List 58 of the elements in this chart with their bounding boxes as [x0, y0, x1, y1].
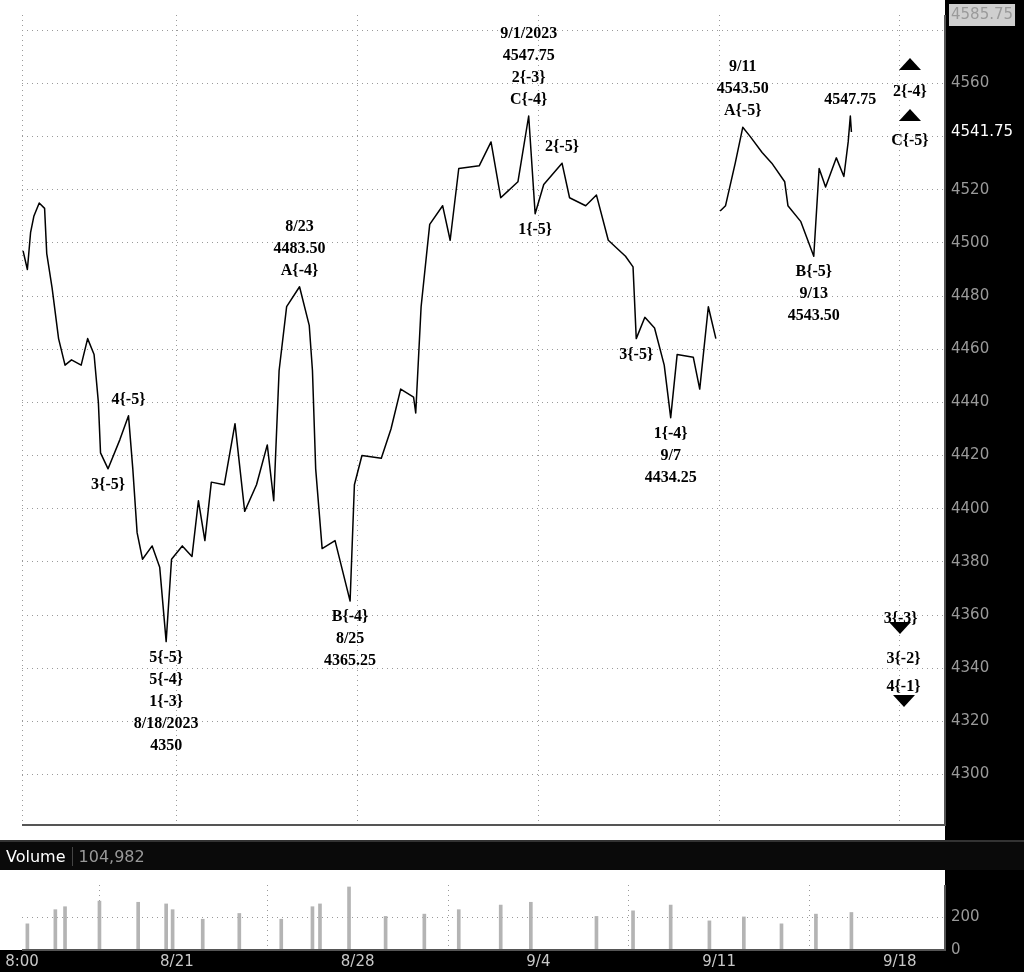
annotation: 4434.25: [644, 467, 697, 485]
annotation: A{-5}: [724, 101, 762, 119]
y-tick-label: 4300: [951, 764, 990, 783]
chart-subtitle: 104,982: [77, 846, 146, 866]
y-tick-label: 4400: [951, 498, 990, 517]
annotation: B{-5}: [795, 262, 833, 280]
y-tick-label: 0: [951, 939, 961, 958]
annotation: 4483.50: [273, 238, 326, 256]
y-tick-label: 4440: [951, 392, 990, 411]
x-tick-label: 8:00: [5, 951, 39, 970]
y-tick-label: 4340: [951, 658, 990, 677]
x-tick-label: 8/28: [340, 951, 375, 970]
y-tick-label: 200: [951, 906, 980, 925]
annotation: A{-4}: [280, 260, 319, 278]
y-tick-label: 4480: [951, 285, 990, 304]
annotation: 2{-4}: [892, 82, 927, 100]
annotation: 8/23: [285, 216, 314, 234]
annotation: 8/25: [335, 629, 365, 647]
annotation: 9/13: [799, 284, 828, 302]
x-tick-label: 8/21: [160, 951, 194, 970]
annotation: 3{-5}: [91, 474, 126, 492]
annotation: 4350: [150, 735, 183, 753]
y-tick-label: 4420: [951, 445, 990, 464]
y-tick-label: 4560: [951, 73, 990, 92]
annotation: 1{-3}: [149, 691, 184, 709]
annotation: 9/11: [728, 57, 757, 75]
x-tick-label: 9/4: [526, 951, 551, 970]
y-tick-label: 4360: [951, 604, 990, 623]
annotation: 3{-5}: [619, 344, 654, 362]
y-tick-label: 4380: [951, 551, 990, 570]
annotation: 3{-2}: [886, 649, 921, 667]
annotation: 5{-5}: [149, 647, 184, 665]
annotation: 4{-5}: [111, 389, 146, 407]
annotation: 9/7: [660, 445, 681, 463]
chart-title: Volume: [0, 846, 73, 866]
y-tick-label: 4520: [951, 179, 990, 198]
annotation: 4{-1}: [886, 676, 921, 694]
x-tick-label: 9/18: [882, 951, 917, 970]
annotation: 8/18/2023: [133, 713, 199, 731]
annotation: C{-4}: [509, 90, 548, 108]
annotation: 4365.25: [324, 651, 377, 669]
annotation: 4547.75: [502, 46, 555, 64]
y-tick-label: 4460: [951, 339, 990, 358]
annotation: 2{-5}: [545, 137, 579, 155]
annotation: 1{-4}: [653, 423, 688, 441]
x-tick-label: 9/11: [702, 951, 736, 970]
y-tick-label: 4541.75: [951, 121, 1014, 140]
annotation: B{-4}: [331, 607, 369, 625]
annotation: 2{-3}: [511, 68, 546, 86]
annotation: 9/1/2023: [500, 24, 558, 42]
annotation: 5{-4}: [149, 669, 184, 687]
y-tick-label: 4320: [951, 711, 990, 730]
y-tick-label: 4500: [951, 232, 990, 251]
annotation: 1{-5}: [518, 219, 553, 237]
annotation: C{-5}: [891, 130, 929, 148]
annotation: 4543.50: [787, 306, 840, 324]
annotation: 4547.75: [824, 90, 877, 108]
annotation: 4543.50: [716, 79, 769, 97]
